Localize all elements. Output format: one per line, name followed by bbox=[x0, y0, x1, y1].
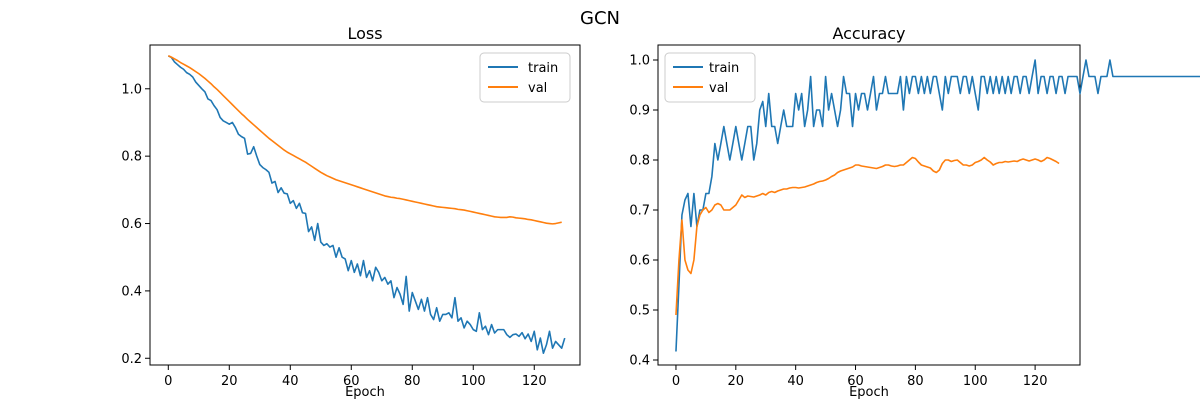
accuracy-x-tick-label: 80 bbox=[907, 374, 924, 389]
loss-x-tick-label: 80 bbox=[404, 374, 421, 389]
loss-title: Loss bbox=[347, 24, 382, 43]
loss-x-axis-label: Epoch bbox=[345, 385, 385, 400]
accuracy-series-train-line bbox=[675, 59, 1200, 352]
accuracy-x-ticks: 0 20 40 60 80 100 120 bbox=[672, 365, 1048, 389]
accuracy-y-ticks: 0.4 0.5 0.6 0.7 0.8 0.9 1.0 bbox=[629, 54, 658, 369]
loss-plot: Loss Epoch 0 20 40 60 80 100 120 0.2 0.4 0.6 0.8 1… bbox=[121, 24, 581, 400]
loss-legend-train: train bbox=[528, 61, 558, 76]
accuracy-x-tick-label: 100 bbox=[963, 374, 988, 389]
accuracy-x-tick-label: 0 bbox=[672, 374, 680, 389]
accuracy-x-tick-label: 60 bbox=[847, 374, 864, 389]
accuracy-x-tick-label: 40 bbox=[787, 374, 804, 389]
accuracy-legend-val: val bbox=[709, 81, 728, 96]
loss-series-val-line bbox=[167, 55, 562, 225]
accuracy-plot: Accuracy Epoch 0 20 40 60 80 100 120 0.4 0.5 0.6… bbox=[629, 24, 1200, 400]
accuracy-x-tick-label: 120 bbox=[1023, 374, 1048, 389]
accuracy-y-tick-label: 0.6 bbox=[629, 254, 650, 269]
loss-legend-box bbox=[479, 52, 571, 103]
accuracy-lines bbox=[675, 59, 1200, 352]
accuracy-title: Accuracy bbox=[832, 24, 905, 43]
accuracy-x-tick-label: 20 bbox=[728, 374, 745, 389]
accuracy-axes-frame bbox=[657, 44, 1081, 366]
loss-axes-frame bbox=[149, 44, 581, 366]
loss-x-tick-label: 100 bbox=[461, 374, 486, 389]
loss-y-ticks: 0.2 0.4 0.6 0.8 1.0 bbox=[121, 82, 150, 367]
accuracy-y-tick-label: 0.9 bbox=[629, 104, 650, 119]
accuracy-series-val-line bbox=[675, 156, 1060, 316]
accuracy-y-tick-label: 1.0 bbox=[629, 54, 650, 69]
loss-y-tick-label: 0.6 bbox=[121, 217, 142, 232]
loss-x-tick-label: 20 bbox=[221, 374, 238, 389]
loss-y-tick-label: 0.4 bbox=[121, 284, 142, 299]
loss-x-tick-label: 0 bbox=[164, 374, 172, 389]
loss-lines bbox=[167, 55, 566, 355]
loss-legend-val: val bbox=[528, 81, 547, 96]
figure-title: GCN bbox=[580, 8, 620, 29]
loss-x-ticks: 0 20 40 60 80 100 120 bbox=[164, 365, 547, 389]
accuracy-legend-train: train bbox=[709, 61, 739, 76]
accuracy-legend: train val bbox=[664, 52, 756, 103]
loss-x-tick-label: 40 bbox=[282, 374, 299, 389]
accuracy-x-axis-label: Epoch bbox=[849, 385, 889, 400]
accuracy-legend-box bbox=[664, 52, 756, 103]
loss-y-tick-label: 0.8 bbox=[121, 150, 142, 165]
accuracy-y-tick-label: 0.4 bbox=[629, 354, 650, 369]
accuracy-y-tick-label: 0.8 bbox=[629, 154, 650, 169]
loss-x-tick-label: 60 bbox=[343, 374, 360, 389]
accuracy-y-tick-label: 0.7 bbox=[629, 204, 650, 219]
accuracy-y-tick-label: 0.5 bbox=[629, 304, 650, 319]
loss-legend: train val bbox=[479, 52, 571, 103]
loss-series-train-line bbox=[167, 55, 566, 355]
loss-y-tick-label: 1.0 bbox=[121, 82, 142, 97]
loss-y-tick-label: 0.2 bbox=[121, 352, 142, 367]
loss-x-tick-label: 120 bbox=[522, 374, 547, 389]
